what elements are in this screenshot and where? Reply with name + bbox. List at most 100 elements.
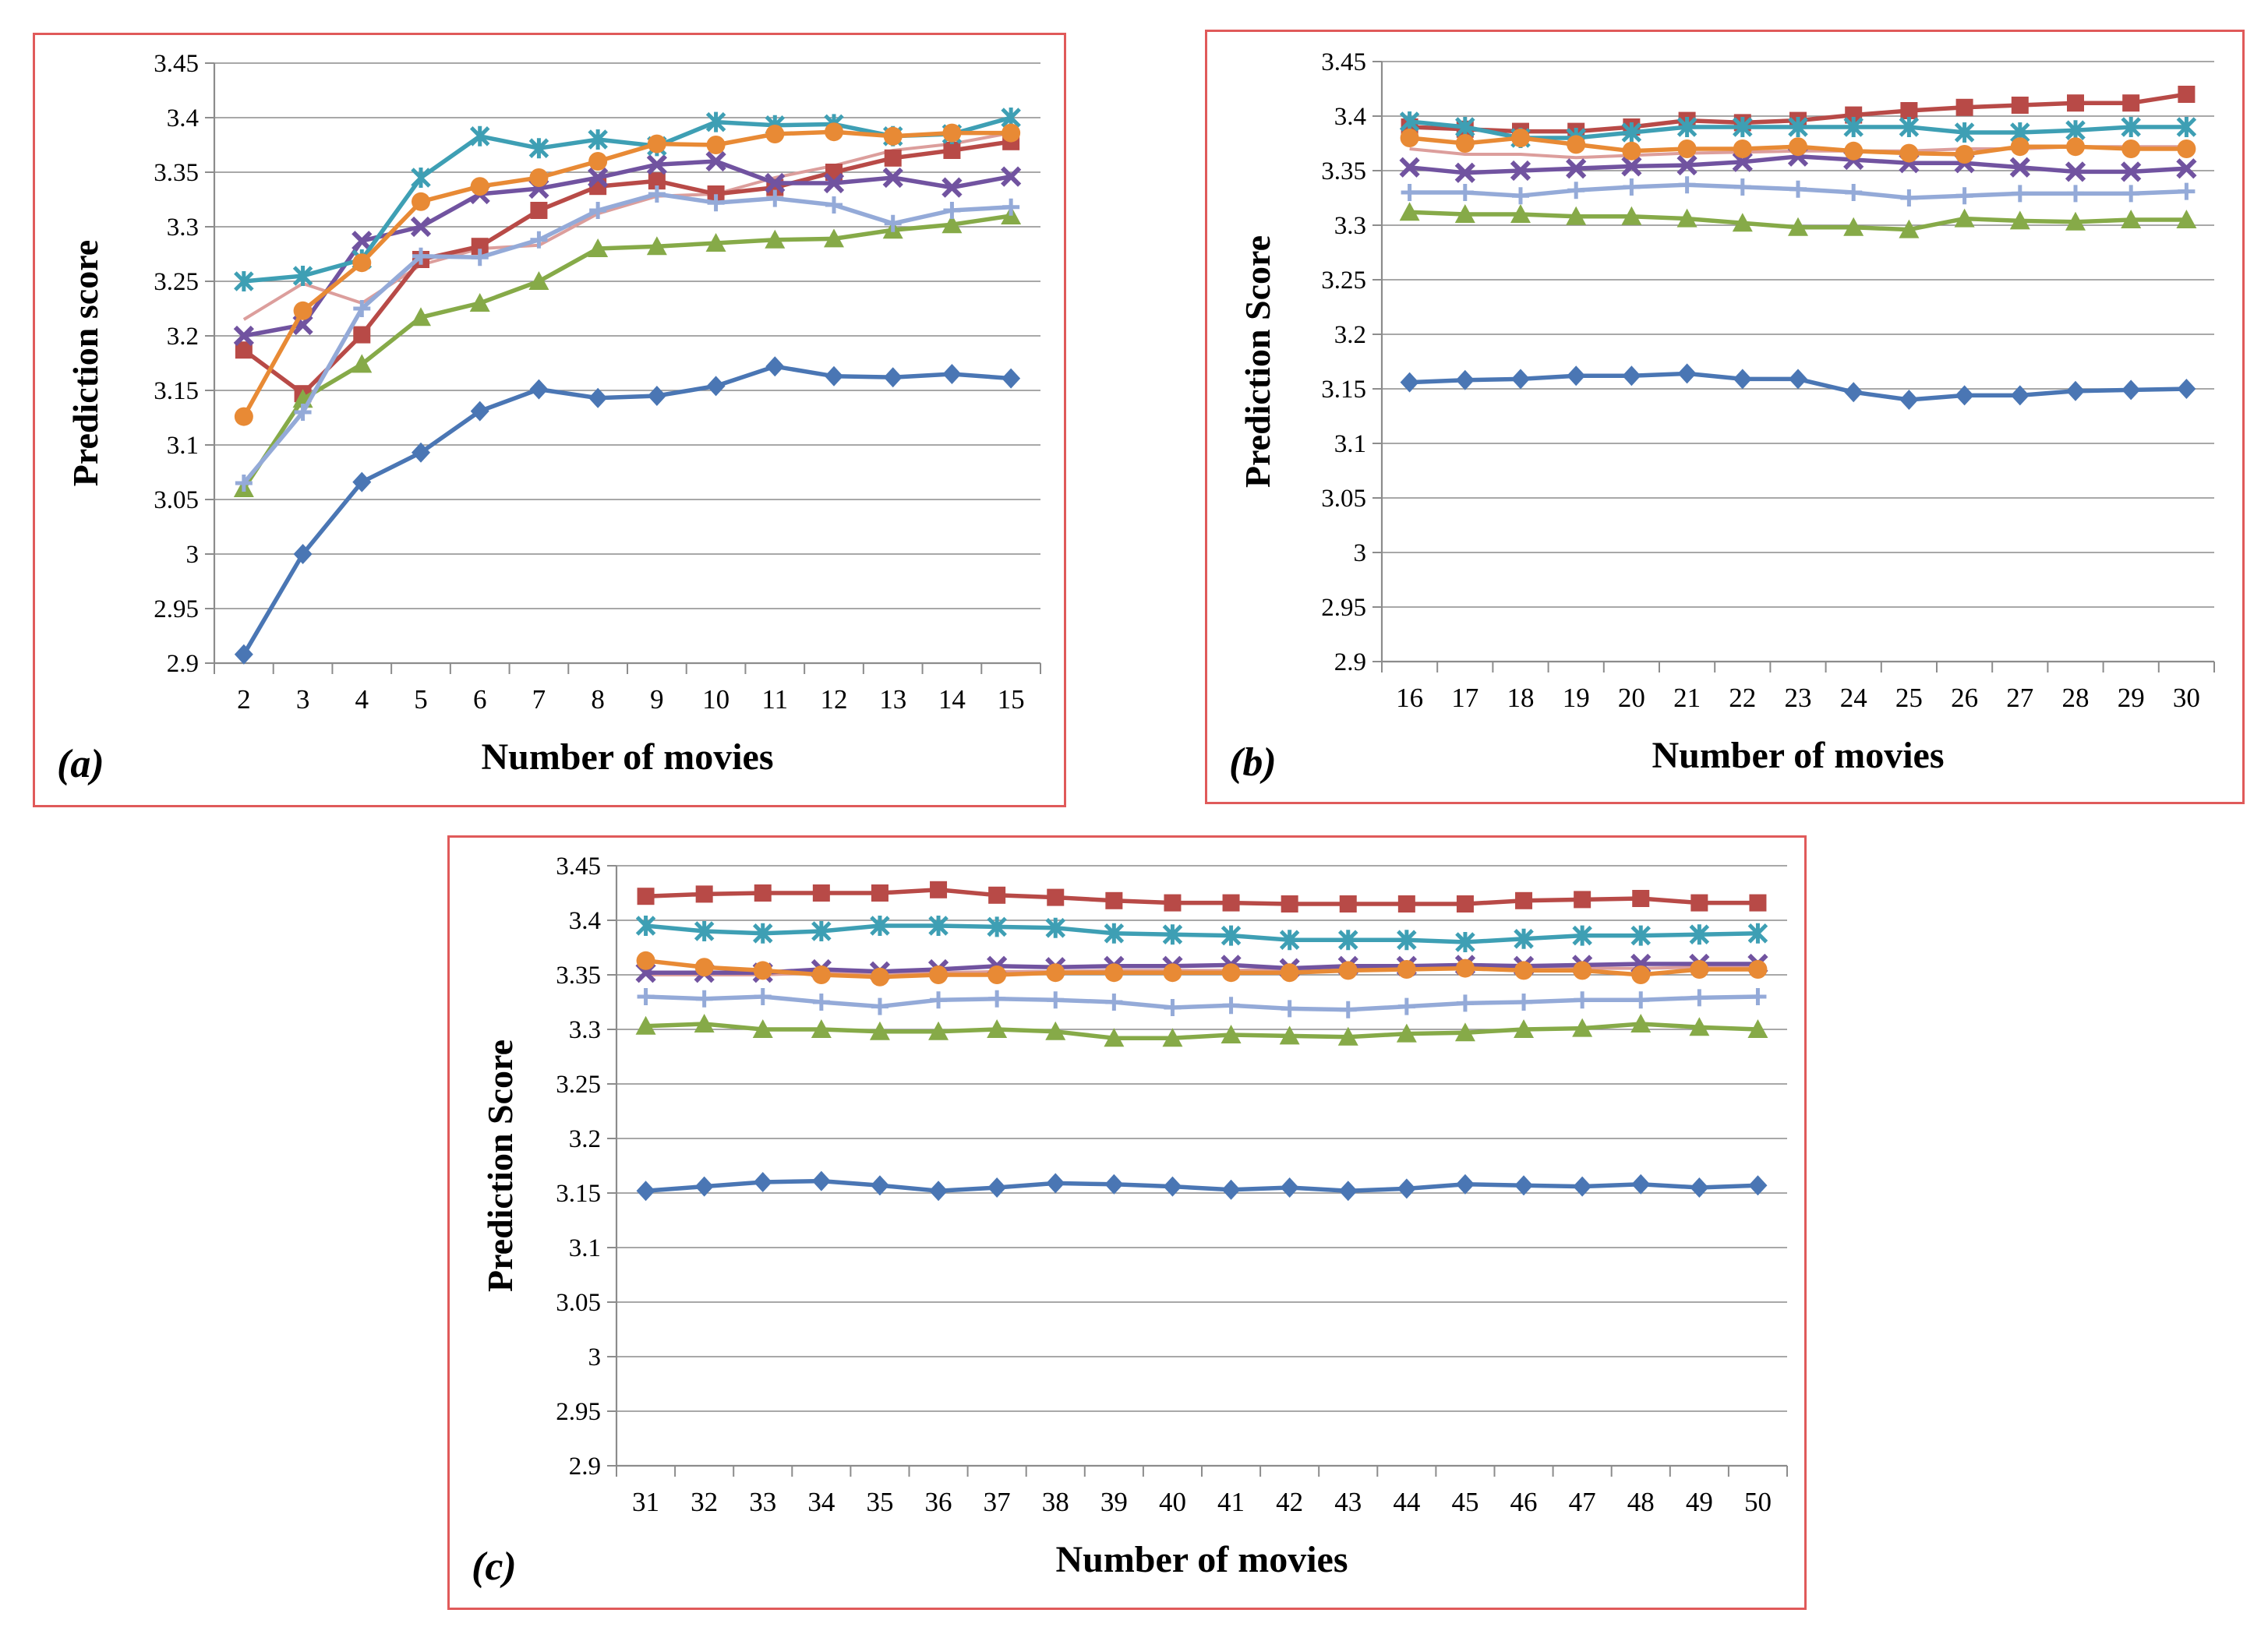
data-point: [1566, 206, 1587, 225]
data-point: [1279, 1025, 1300, 1045]
series-plus: [1401, 176, 2196, 206]
y-tick-label: 3.2: [569, 1125, 601, 1153]
data-point: [1105, 891, 1123, 909]
x-tick-label: 30: [2173, 683, 2200, 713]
data-point: [694, 958, 714, 977]
x-tick-label: 36: [925, 1487, 952, 1517]
data-point: [1733, 178, 1751, 196]
data-point: [1279, 930, 1300, 951]
series-line: [242, 364, 1012, 656]
data-point: [588, 238, 609, 257]
panel-label: (a): [57, 742, 104, 786]
data-point: [1280, 963, 1299, 983]
x-tick-label: 11: [761, 684, 788, 715]
data-point: [1572, 1018, 1593, 1037]
data-point: [1789, 137, 1807, 157]
data-point: [2176, 210, 2197, 228]
x-tick-label: 25: [1895, 683, 1923, 713]
data-point: [2121, 210, 2142, 228]
x-tick-label: 40: [1159, 1487, 1186, 1517]
data-point: [529, 168, 549, 187]
y-tick-label: 2.9: [167, 650, 199, 678]
x-tick-label: 13: [879, 684, 906, 715]
data-point: [929, 1181, 949, 1202]
y-tick-label: 2.9: [569, 1453, 601, 1481]
data-point: [1567, 135, 1586, 154]
data-point: [765, 125, 785, 143]
data-point: [871, 884, 888, 902]
data-point: [637, 888, 655, 905]
data-point: [705, 150, 726, 172]
data-point: [648, 185, 666, 203]
data-point: [1338, 1181, 1358, 1202]
data-point: [470, 177, 489, 196]
x-tick-label: 41: [1217, 1487, 1245, 1517]
data-point: [1955, 98, 1973, 116]
data-point: [1163, 963, 1182, 983]
data-point: [882, 167, 903, 189]
data-point: [825, 122, 843, 142]
y-tick-label: 3.45: [154, 50, 199, 78]
series-line: [645, 962, 1758, 975]
data-point: [1621, 206, 1642, 225]
y-tick-label: 3.3: [167, 214, 199, 242]
y-tick-label: 2.95: [556, 1398, 601, 1426]
data-point: [234, 644, 253, 665]
data-point: [469, 293, 490, 312]
data-point: [1455, 369, 1475, 390]
series-line: [242, 139, 1012, 396]
data-point: [1046, 1173, 1065, 1194]
data-point: [823, 172, 845, 194]
data-point: [811, 965, 831, 984]
data-point: [2010, 137, 2030, 157]
data-point: [811, 1019, 832, 1038]
data-point: [352, 471, 372, 492]
data-point: [987, 1177, 1007, 1198]
x-tick-label: 46: [1510, 1487, 1538, 1517]
y-tick-label: 3.4: [1334, 103, 1366, 131]
data-point: [1045, 917, 1066, 938]
data-point: [1162, 924, 1183, 945]
data-point: [1573, 1176, 1592, 1197]
data-point: [811, 921, 832, 941]
data-point: [1222, 894, 1240, 912]
data-point: [1399, 111, 1420, 132]
data-point: [412, 442, 430, 463]
data-point: [812, 884, 830, 902]
data-point: [528, 138, 549, 159]
data-point: [1621, 156, 1642, 177]
data-point: [1573, 961, 1592, 980]
data-point: [588, 152, 608, 171]
data-point: [636, 951, 655, 970]
data-point: [941, 214, 963, 234]
data-point: [928, 1021, 949, 1040]
x-tick-label: 10: [702, 684, 730, 715]
data-point: [1732, 213, 1753, 232]
data-point: [1690, 989, 1708, 1007]
x-tick-label: 27: [2006, 683, 2033, 713]
chart-panel-b: 3.45 3.4 3.35 3.3 3.25 3.2 3.15 3.1 3.05 3 2.95 2.9…: [1205, 30, 2245, 804]
data-point: [1339, 895, 1357, 912]
data-point: [1574, 991, 1591, 1009]
data-point: [1396, 1023, 1417, 1043]
data-point: [1399, 202, 1420, 221]
data-point: [1514, 1175, 1534, 1196]
data-point: [1002, 123, 1021, 143]
x-tick-label: 35: [866, 1487, 893, 1517]
y-tick-label: 3.25: [1321, 267, 1366, 295]
y-tick-label: 3: [1354, 539, 1367, 567]
data-point: [752, 923, 773, 944]
data-point: [2065, 161, 2086, 182]
x-tick-label: 29: [2118, 683, 2145, 713]
y-tick-label: 3.4: [167, 104, 199, 132]
series-diamond: [234, 356, 1021, 665]
data-point: [987, 965, 1007, 984]
data-point: [2122, 94, 2140, 112]
data-point: [529, 379, 549, 400]
data-point: [824, 228, 844, 248]
series-plus: [235, 185, 1020, 492]
series-line: [242, 129, 1012, 418]
series-line: [243, 159, 1012, 338]
data-point: [1845, 184, 1863, 201]
x-tick-label: 2: [237, 684, 251, 715]
